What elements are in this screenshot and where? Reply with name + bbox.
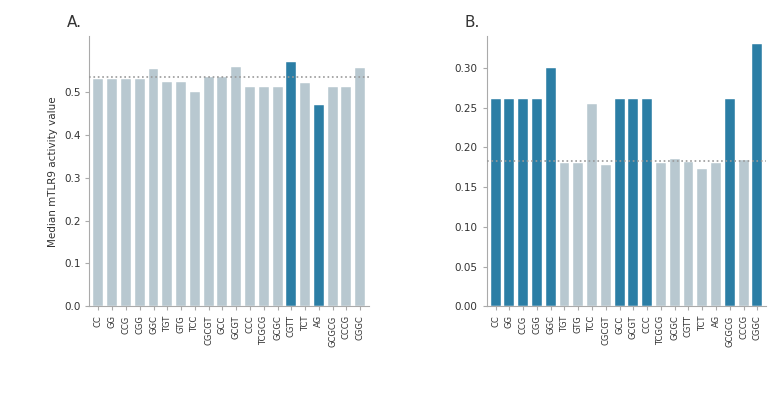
Bar (532, 99, 542, 306)
Bar (231, 67, 241, 306)
Bar (615, 99, 625, 306)
Bar (356, 69, 365, 306)
Bar (491, 99, 500, 306)
Text: A.: A. (67, 15, 82, 30)
Bar (697, 169, 707, 306)
Text: B.: B. (464, 15, 479, 30)
Bar (328, 87, 338, 306)
Bar (738, 160, 748, 306)
Bar (93, 79, 103, 306)
Bar (245, 87, 255, 306)
Bar (149, 69, 159, 306)
Bar (272, 87, 282, 306)
Bar (163, 82, 172, 306)
Bar (642, 99, 652, 306)
Bar (135, 79, 145, 306)
Bar (518, 99, 528, 306)
Bar (259, 87, 268, 306)
Bar (587, 104, 597, 306)
Bar (107, 79, 117, 306)
Bar (176, 82, 186, 306)
Bar (121, 79, 131, 306)
Bar (286, 62, 296, 306)
Bar (559, 163, 569, 306)
Bar (218, 77, 227, 306)
Bar (300, 83, 310, 306)
Bar (670, 158, 680, 306)
Bar (684, 162, 693, 306)
Bar (204, 77, 214, 306)
Bar (314, 105, 324, 306)
Bar (629, 99, 638, 306)
Bar (190, 92, 200, 306)
Bar (711, 162, 721, 306)
Bar (752, 44, 762, 306)
Bar (725, 99, 734, 306)
Bar (342, 87, 352, 306)
Bar (601, 165, 611, 306)
Bar (573, 163, 584, 306)
Bar (504, 99, 514, 306)
Bar (545, 68, 555, 306)
Y-axis label: Median mTLR9 activity value: Median mTLR9 activity value (48, 96, 58, 247)
Bar (656, 163, 666, 306)
